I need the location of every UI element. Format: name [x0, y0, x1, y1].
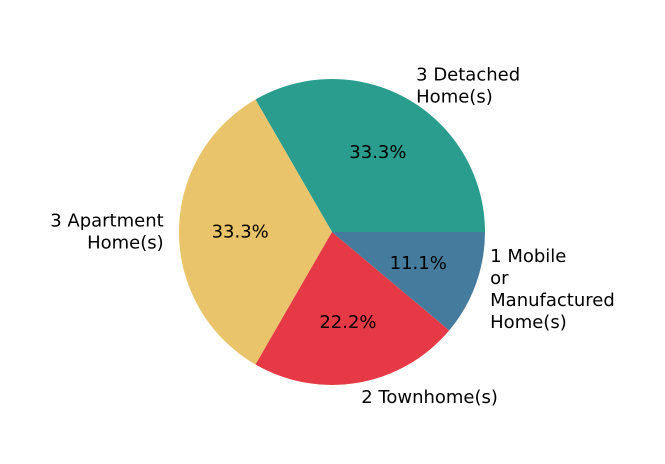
slice-percent-label: 22.2% — [319, 312, 376, 333]
slice-category-label: 2 Townhome(s) — [361, 387, 498, 408]
pie-slice — [255, 232, 450, 385]
slice-percent-label: 11.1% — [390, 253, 447, 274]
slice-category-label-line: Home(s) — [87, 233, 164, 254]
slice-category-label: 3 Apartment Home(s) — [50, 211, 163, 254]
pie-slices — [179, 78, 485, 385]
slice-category-label-line: 2 Townhome(s) — [361, 387, 498, 408]
pie-labels: 33.3%3 Detached Home(s)33.3%3 Apartment Ho… — [50, 65, 615, 408]
slice-category-label-line: Home(s) — [490, 312, 567, 333]
slice-category-label-line: 1 Mobile — [490, 246, 566, 267]
slice-category-label: 1 Mobile or Manufactured Home(s) — [490, 246, 615, 333]
slice-category-label-line: 3 Detached — [416, 65, 520, 86]
pie-slice — [255, 78, 485, 232]
slice-percent-label: 33.3% — [212, 222, 269, 243]
slice-percent-label: 33.3% — [349, 142, 406, 163]
pie-slice — [332, 232, 485, 331]
slice-category-label-line: Manufactured — [490, 290, 615, 311]
slice-category-label: 3 Detached Home(s) — [416, 65, 520, 108]
slice-category-label-line: 3 Apartment — [50, 211, 163, 232]
slice-category-label-line: or — [490, 268, 509, 289]
slice-category-label-line: Home(s) — [416, 87, 493, 108]
